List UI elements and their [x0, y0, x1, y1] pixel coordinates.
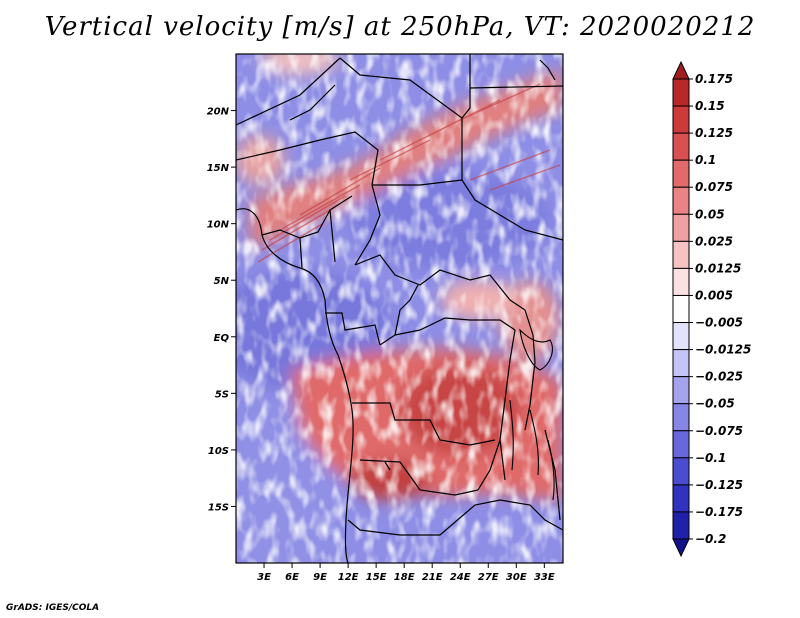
colorbar-swatch [672, 322, 690, 351]
field-noise [236, 54, 563, 563]
x-axis: 3E 6E 9E 12E 15E 18E 21E 24E 27E 30E 33E [257, 563, 555, 583]
y-axis: 20N 15N 10N 5N EQ 5S 10S 15S [207, 107, 236, 513]
colorbar-label: 0.0125 [695, 261, 741, 275]
colorbar-swatch [672, 105, 690, 134]
colorbar-label: −0.05 [695, 397, 735, 411]
colorbar-label: −0.2 [695, 532, 726, 546]
striations [257, 83, 561, 263]
colorbar-swatch [672, 403, 690, 432]
colorbar-top-triangle [672, 60, 690, 80]
colorbar-label: −0.025 [695, 370, 743, 384]
colorbar-label: −0.125 [695, 478, 743, 492]
colorbar-swatch [672, 430, 690, 459]
y-tick-label: 15S [208, 502, 229, 513]
colorbar-swatch [672, 132, 690, 161]
colorbar-swatch [672, 294, 690, 324]
grads-credit: GrADS: IGES/COLA [6, 603, 100, 613]
x-tick-label: 9E [313, 572, 327, 583]
x-tick-label: 6E [285, 572, 299, 583]
map-frame [235, 53, 564, 564]
x-tick-label: 33E [534, 572, 555, 583]
colorbar-swatch [672, 267, 690, 296]
colorbar-label: −0.005 [695, 316, 743, 330]
x-tick-label: 27E [478, 572, 499, 583]
y-tick-label: 5N [214, 276, 230, 287]
x-tick-label: 3E [257, 572, 271, 583]
colorbar-label: 0.175 [695, 72, 733, 86]
colorbar: 0.175 0.15 0.125 0.1 0.075 0.05 0.025 0.0125 0.0… [672, 60, 751, 558]
x-tick-label: 30E [506, 572, 527, 583]
y-tick-label: 10N [207, 220, 230, 231]
colorbar-label: 0.05 [695, 207, 725, 221]
x-tick-label: 21E [422, 572, 443, 583]
velocity-field [236, 54, 563, 563]
colorbar-swatch [672, 484, 690, 513]
colorbar-label: −0.0125 [695, 343, 751, 357]
colorbar-label: 0.1 [695, 153, 716, 167]
colorbar-swatch [672, 159, 690, 188]
y-tick-label: EQ [214, 333, 230, 344]
x-tick-label: 12E [338, 572, 359, 583]
colorbar-swatch [672, 511, 690, 540]
colorbar-label: 0.025 [695, 234, 733, 248]
y-tick-label: 10S [208, 446, 229, 457]
colorbar-label: −0.075 [695, 424, 743, 438]
colorbar-label: −0.1 [695, 451, 726, 465]
chart-title: Vertical velocity [m/s] at 250hPa, VT: 2… [44, 12, 756, 42]
colorbar-swatch [672, 457, 690, 486]
lakes [509, 328, 555, 501]
colorbar-label: 0.15 [695, 99, 725, 113]
x-tick-label: 15E [366, 572, 387, 583]
colorbar-bottom-triangle [672, 538, 690, 558]
colorbar-swatch [672, 376, 690, 405]
y-tick-label: 20N [207, 107, 230, 118]
colorbar-label: 0.125 [695, 126, 733, 140]
colorbar-swatch [672, 78, 690, 107]
borders [236, 54, 563, 563]
y-tick-label: 15N [207, 163, 230, 174]
colorbar-label: 0.075 [695, 180, 733, 194]
x-tick-label: 24E [450, 572, 471, 583]
colorbar-swatch [672, 240, 690, 269]
colorbar-swatch [672, 349, 690, 378]
colorbar-label: −0.175 [695, 505, 743, 519]
colorbar-label: 0.005 [695, 288, 733, 302]
x-tick-label: 18E [394, 572, 415, 583]
colorbar-swatch [672, 213, 690, 242]
colorbar-swatch [672, 186, 690, 215]
y-tick-label: 5S [215, 389, 229, 400]
